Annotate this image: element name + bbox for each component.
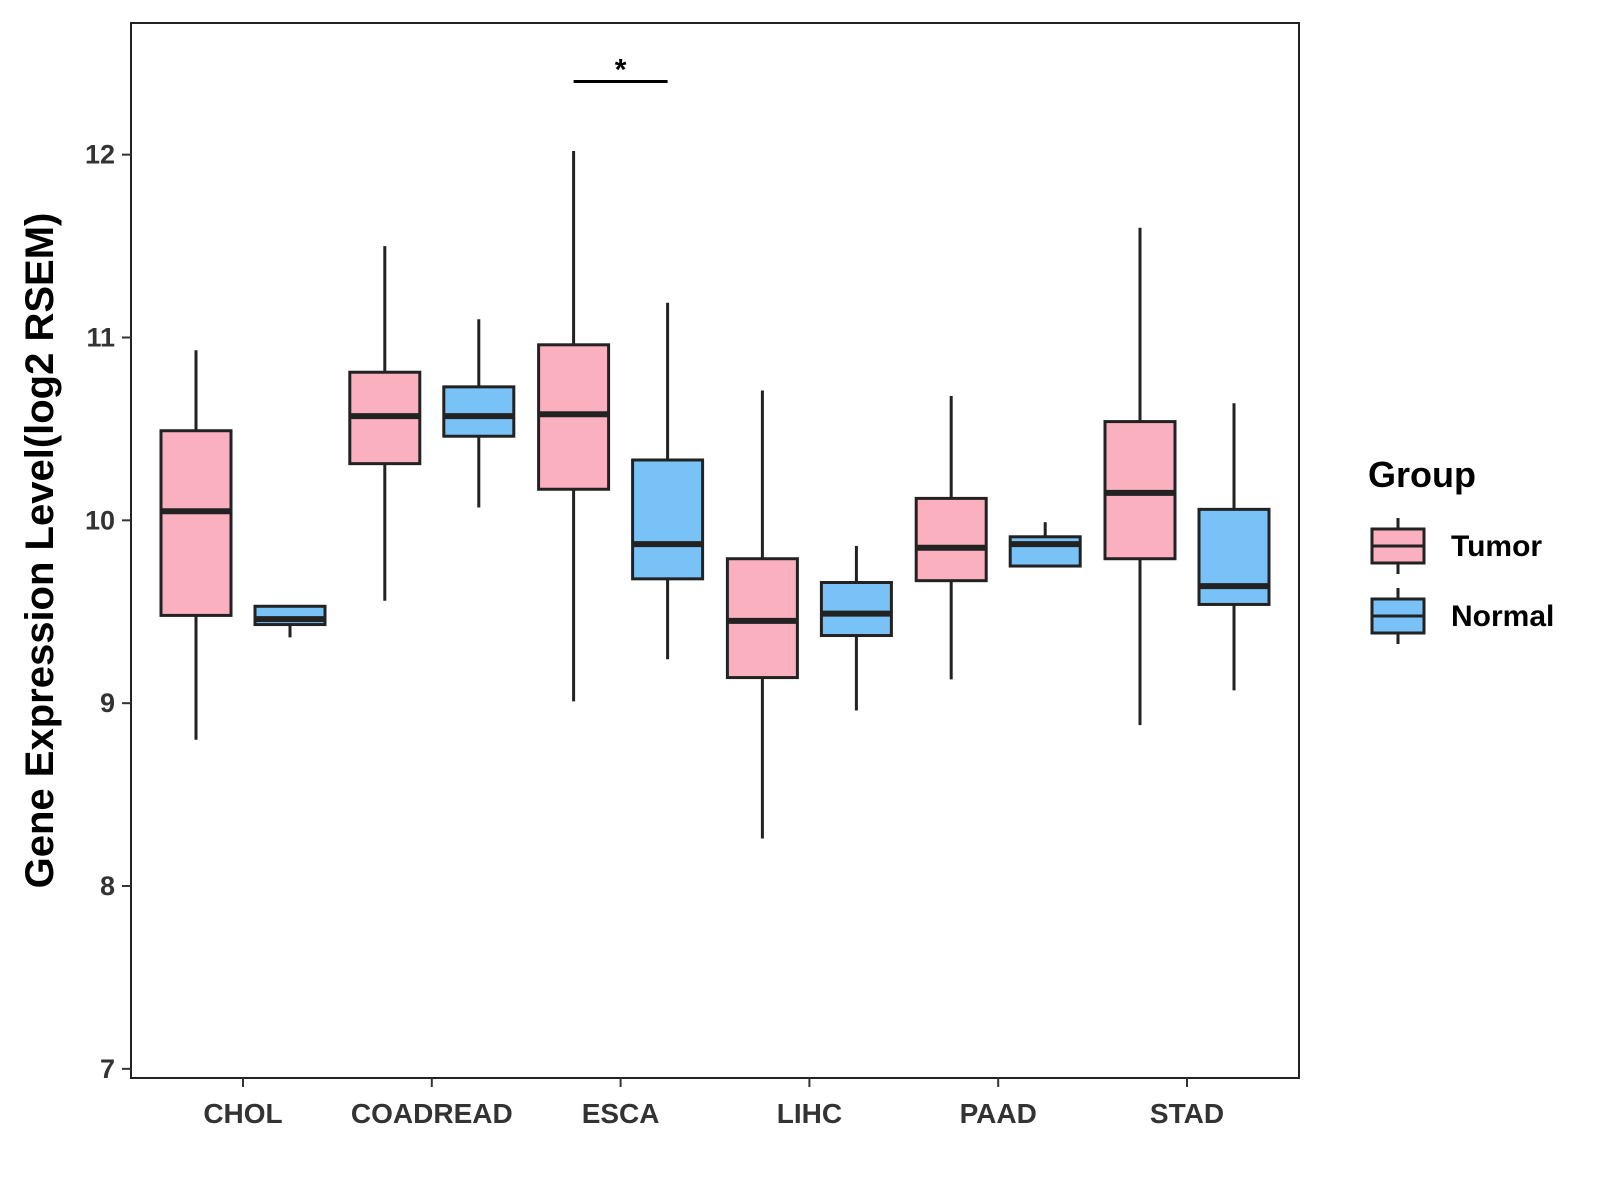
- box-normal-paad: [1008, 522, 1082, 568]
- x-tick-label-lihc: LIHC: [777, 1098, 842, 1129]
- box-normal-stad: [1197, 403, 1271, 691]
- significance-annotation: *: [573, 54, 668, 87]
- y-tick-label: 7: [100, 1054, 115, 1084]
- x-tick-label-esca: ESCA: [582, 1098, 660, 1129]
- box-body: [819, 580, 893, 638]
- significance-label: *: [615, 54, 627, 87]
- box-normal-chol: [253, 604, 327, 638]
- box-body: [914, 496, 988, 583]
- box-tumor-lihc: [725, 390, 799, 839]
- x-tick-label-chol: CHOL: [203, 1098, 282, 1129]
- y-tick-label: 10: [85, 505, 115, 535]
- box-tumor-stad: [1103, 227, 1177, 726]
- y-tick-label: 12: [85, 140, 115, 170]
- box-body: [631, 458, 705, 581]
- y-axis-title: Gene Expression Level(log2 RSEM): [18, 213, 62, 889]
- box-tumor-esca: [537, 150, 611, 702]
- x-tick-label-stad: STAD: [1150, 1098, 1224, 1129]
- y-tick-label: 11: [86, 322, 115, 352]
- plot-layer: *: [159, 54, 1271, 839]
- y-tick-label: 9: [100, 688, 115, 718]
- panel-border: [130, 22, 1300, 1079]
- box-normal-lihc: [819, 545, 893, 711]
- x-tick-label-paad: PAAD: [960, 1098, 1037, 1129]
- box-body: [159, 429, 233, 617]
- box-tumor-coadread: [348, 246, 422, 601]
- y-tick-label: 8: [100, 871, 115, 901]
- axis-layer: 7 8 9 10 11 12 CHOL COADREAD ESCA LIHC PAAD STAD: [85, 22, 1300, 1129]
- legend-label-normal: Normal: [1451, 600, 1554, 633]
- box-normal-esca: [631, 302, 705, 660]
- x-tick-label-coadread: COADREAD: [351, 1098, 513, 1129]
- legend-label-tumor: Tumor: [1451, 530, 1542, 563]
- box-body: [442, 385, 516, 438]
- box-tumor-chol: [159, 350, 233, 740]
- box-tumor-paad: [914, 395, 988, 680]
- legend: Group Tumor Normal: [1368, 454, 1554, 644]
- legend-title: Group: [1368, 454, 1476, 495]
- box-normal-coadread: [442, 319, 516, 508]
- legend-entry-tumor: Tumor: [1370, 518, 1542, 574]
- box-body: [1197, 507, 1271, 606]
- legend-entry-normal: Normal: [1370, 588, 1554, 644]
